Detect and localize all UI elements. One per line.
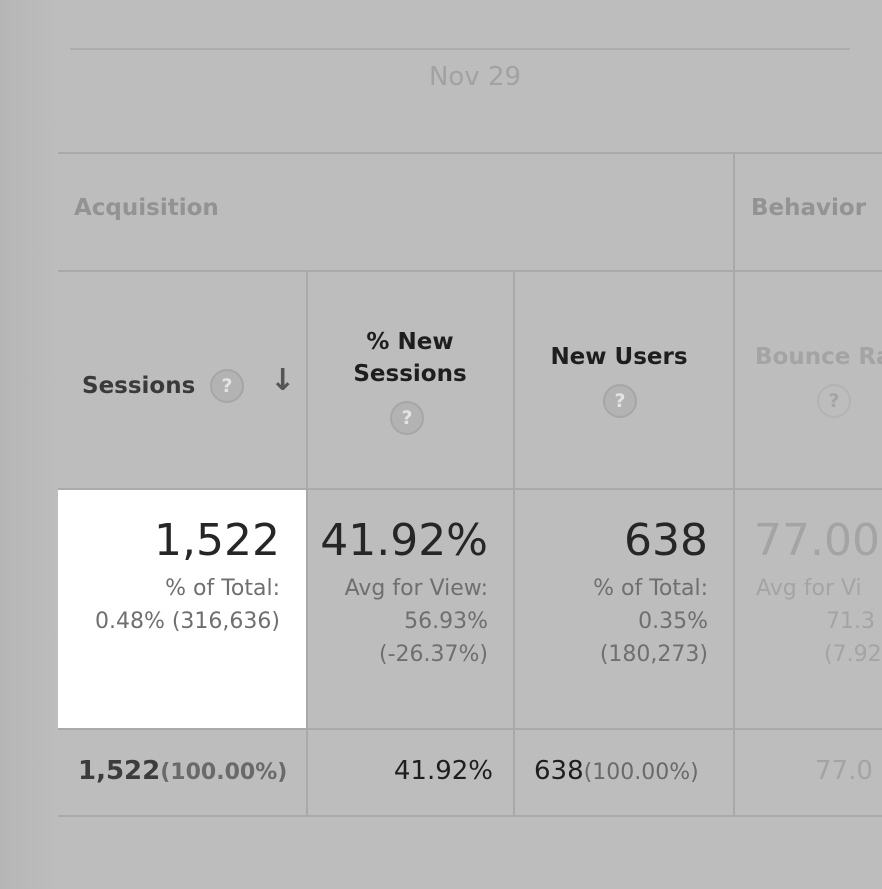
help-icon[interactable]: ? <box>817 384 851 418</box>
total-new-sessions: 41.92% <box>393 756 493 786</box>
new-sessions-sub-line: Avg for View: <box>344 576 488 601</box>
bounce-rate-sub-line: (7.92 <box>824 642 882 667</box>
sort-descending-icon[interactable]: ↓ <box>270 363 296 398</box>
group-behavior: Behavior <box>751 195 867 221</box>
column-header-line: Sessions <box>353 361 467 387</box>
grid-line <box>513 270 515 816</box>
bounce-rate-sub-line: Avg for Vi <box>756 576 862 601</box>
new-sessions-sub-line: 56.93% <box>404 609 488 634</box>
grid-line <box>58 152 882 154</box>
new-users-sub-line: % of Total: <box>593 576 708 601</box>
grid-line <box>306 270 308 816</box>
date-label: Nov 29 <box>428 62 522 92</box>
group-acquisition: Acquisition <box>74 195 219 221</box>
sessions-value: 1,522 <box>154 515 280 566</box>
new-users-value: 638 <box>624 515 708 566</box>
selected-cell[interactable] <box>58 490 306 728</box>
bounce-rate-sub-line: 71.3 <box>826 609 875 634</box>
grid-line <box>58 728 882 730</box>
new-sessions-sub-line: (-26.37%) <box>379 642 488 667</box>
help-icon[interactable]: ? <box>210 369 244 403</box>
column-header-sessions[interactable]: Sessions <box>82 373 196 399</box>
help-icon[interactable]: ? <box>603 384 637 418</box>
total-new-users-value: 638 <box>534 756 584 786</box>
column-header-bounce-rate[interactable]: Bounce Ra <box>755 344 882 370</box>
new-sessions-value: 41.92% <box>320 515 488 566</box>
grid-line <box>733 152 735 816</box>
bounce-rate-value: 77.00 <box>754 515 880 566</box>
column-header-new-users[interactable]: New Users <box>550 344 688 370</box>
grid-line <box>58 488 882 490</box>
column-header-new-sessions[interactable]: % New Sessions <box>306 326 514 390</box>
grid-line <box>58 815 882 817</box>
left-edge-shade <box>0 0 58 889</box>
sessions-sub: % of Total: 0.48% (316,636) <box>58 572 280 638</box>
new-sessions-sub: Avg for View: 56.93% (-26.37%) <box>306 572 488 671</box>
bounce-rate-sub: Avg for Vi 71.3 (7.92 <box>756 572 882 671</box>
sessions-sub-line: % of Total: <box>165 576 280 601</box>
grid-line <box>58 270 882 272</box>
total-new-users: 638(100.00%) <box>534 756 699 786</box>
new-users-sub: % of Total: 0.35% (180,273) <box>514 572 708 671</box>
new-users-sub-line: (180,273) <box>599 642 708 667</box>
new-users-sub-line: 0.35% <box>638 609 708 634</box>
column-header-line: % New <box>366 329 454 355</box>
sessions-sub-line: 0.48% (316,636) <box>94 609 280 634</box>
header-divider <box>70 48 850 50</box>
total-bounce-rate: 77.0 <box>815 756 873 786</box>
help-icon[interactable]: ? <box>390 401 424 435</box>
total-new-users-pct: (100.00%) <box>583 760 699 785</box>
total-sessions-value: 1,522 <box>78 756 161 786</box>
total-sessions-pct: (100.00%) <box>160 760 288 785</box>
total-sessions: 1,522(100.00%) <box>78 756 287 786</box>
